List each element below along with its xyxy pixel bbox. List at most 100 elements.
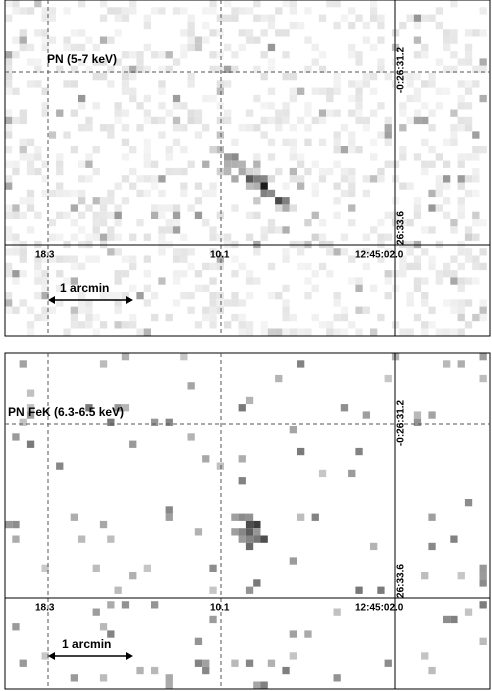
pixel [121, 353, 130, 361]
pixel [216, 146, 224, 154]
pixel [129, 87, 137, 95]
pixel [282, 204, 290, 212]
pixel [209, 29, 217, 37]
pixel [56, 153, 64, 161]
pixel [297, 182, 305, 190]
pixel [5, 146, 13, 154]
pixel [158, 7, 166, 15]
pixel [70, 146, 78, 154]
pixel [370, 284, 378, 292]
pixel [209, 226, 217, 234]
pixel [107, 197, 115, 205]
pixel [348, 321, 356, 329]
pixel [443, 360, 451, 368]
pixel [78, 43, 86, 52]
pixel [464, 124, 473, 132]
pixel [348, 182, 356, 190]
pixel [275, 29, 283, 37]
pixel [377, 167, 385, 176]
pixel [70, 277, 78, 285]
pixel [172, 102, 181, 110]
pixel [121, 197, 130, 205]
pixel [180, 102, 188, 110]
pixel [92, 146, 100, 154]
pixel [151, 601, 159, 609]
pixel [435, 175, 443, 183]
pixel [194, 211, 203, 219]
pixel [238, 160, 246, 168]
pixel [457, 182, 465, 190]
pixel [12, 535, 20, 543]
pixel [121, 292, 130, 300]
pixel [41, 87, 49, 95]
pixel [370, 542, 378, 551]
pixel [231, 292, 239, 300]
pixel [172, 204, 181, 212]
pixel [282, 102, 290, 110]
pixel [216, 116, 224, 125]
pixel [355, 94, 363, 103]
pixel [202, 94, 210, 103]
pixel [209, 586, 217, 594]
pixel [435, 204, 443, 212]
pixel [151, 51, 159, 59]
pixel [377, 102, 385, 110]
pixel [355, 109, 363, 117]
pixel [333, 109, 341, 117]
pixel [282, 138, 290, 146]
pixel [479, 374, 487, 383]
pixel [70, 321, 78, 329]
pixel [421, 138, 429, 146]
pixel [202, 306, 210, 314]
pixel [202, 21, 210, 30]
pixel [63, 189, 71, 198]
pixel [180, 146, 188, 154]
pixel [99, 124, 108, 132]
x-label: 18.3 [35, 603, 55, 614]
pixel [172, 167, 181, 176]
pixel [253, 211, 261, 219]
pixel [41, 29, 49, 37]
pixel [275, 197, 283, 205]
pixel [78, 160, 86, 168]
pixel [450, 124, 458, 132]
pixel [472, 211, 480, 219]
pixel [267, 21, 276, 30]
pixel [384, 211, 392, 219]
pixel [41, 270, 49, 278]
pixel [99, 233, 108, 241]
pixel [311, 160, 319, 168]
pixel [370, 0, 378, 8]
pixel [63, 277, 71, 285]
pixel [267, 153, 276, 161]
pixel [472, 65, 480, 73]
pixel [56, 299, 64, 307]
pixel [245, 396, 254, 405]
pixel [5, 204, 13, 212]
pixel [70, 219, 78, 227]
pixel [253, 14, 261, 22]
pixel [34, 292, 42, 300]
pixel [41, 313, 49, 322]
pixel [399, 102, 407, 110]
pixel [165, 674, 173, 682]
pixel [413, 87, 422, 95]
pixel [63, 80, 71, 88]
pixel [143, 255, 151, 263]
pixel [435, 182, 443, 190]
pixel [143, 564, 151, 572]
pixel [172, 277, 181, 285]
pixel [99, 204, 108, 212]
pixel [26, 226, 35, 234]
pixel [12, 167, 20, 176]
pixel [187, 80, 195, 88]
pixel [19, 116, 27, 125]
pixel [143, 299, 151, 307]
pixel [479, 579, 487, 587]
pixel [479, 94, 487, 103]
pixel [41, 109, 49, 117]
pixel [289, 94, 297, 103]
pixel [121, 321, 130, 329]
pixel [355, 51, 363, 59]
pixel [99, 520, 108, 529]
